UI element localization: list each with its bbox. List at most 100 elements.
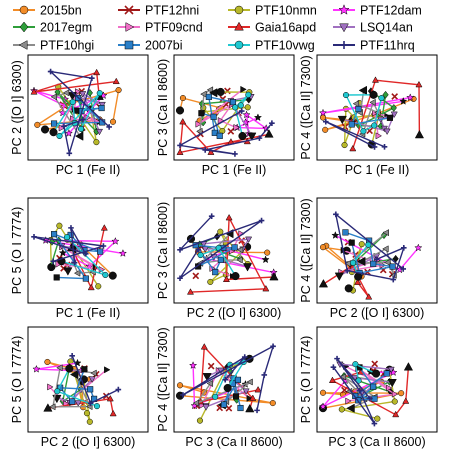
- data-point: [247, 132, 257, 142]
- y-axis-label: PC 3 (Ca II 8600): [156, 59, 170, 156]
- data-point: [217, 228, 224, 235]
- data-point: [357, 256, 366, 267]
- legend-entry-ptf09cnd: PTF09cnd: [118, 21, 203, 35]
- data-point: [74, 131, 84, 141]
- data-point: [370, 260, 377, 267]
- y-axis-label: PC 5 (O I 7774): [10, 336, 24, 424]
- y-axis-label: PC 4 ([Ca II] 7300): [299, 198, 313, 302]
- panel-4: PC 1 (Fe II) PC 5 (O I 7774): [10, 197, 149, 320]
- legend-entry-ptf10nmn: PTF10nmn: [228, 4, 317, 18]
- data-point: [115, 87, 122, 94]
- legend-entry-2007bi: 2007bi: [118, 39, 183, 53]
- data-point: [71, 259, 78, 266]
- data-point: [344, 284, 353, 293]
- legend-label: PTF10vwg: [255, 39, 315, 53]
- series-ptf11hrq: [180, 343, 276, 414]
- data-point: [392, 410, 400, 418]
- data-point: [93, 403, 101, 410]
- panel-6: PC 2 ([O I] 6300) PC 4 ([Ca II] 7300): [299, 197, 438, 320]
- data-point: [231, 244, 238, 251]
- data-point: [81, 366, 88, 373]
- series-ptf12dam: [318, 93, 415, 117]
- series-ptf10vwg: [57, 234, 109, 279]
- data-point: [212, 269, 219, 276]
- series-line: [33, 227, 104, 263]
- data-point: [352, 100, 360, 108]
- series-ptf10vwg: [54, 364, 101, 410]
- y-axis-label: PC 3 (Ca II 8600): [156, 202, 170, 299]
- series-ptf11hrq: [31, 225, 107, 266]
- data-point: [269, 120, 275, 126]
- data-point: [195, 120, 202, 128]
- series-ptf11hrq: [177, 108, 275, 157]
- x-axis-label: PC 1 (Fe II): [345, 163, 410, 177]
- data-point: [197, 252, 204, 259]
- series-line: [72, 92, 103, 132]
- data-point: [109, 118, 117, 125]
- data-point: [390, 111, 398, 119]
- series-ptf11hrq: [330, 355, 378, 427]
- series-line: [345, 231, 393, 274]
- data-point: [208, 213, 215, 219]
- data-point: [398, 390, 405, 397]
- series-lsq14an: [202, 367, 250, 411]
- data-point: [216, 132, 223, 139]
- data-point: [177, 142, 183, 149]
- legend-entry-ptf11hrq: PTF11hrq: [333, 39, 415, 53]
- data-point: [217, 256, 224, 263]
- legend-marker-ptf10hgi: [18, 40, 28, 50]
- data-point: [74, 400, 82, 407]
- series-ptf11hrq: [333, 211, 407, 283]
- data-point: [222, 376, 229, 383]
- data-point: [356, 387, 363, 394]
- data-point: [73, 269, 81, 277]
- data-point: [391, 390, 399, 398]
- data-point: [236, 256, 243, 264]
- data-point: [258, 217, 265, 224]
- panel-7: PC 2 ([O I] 6300) PC 5 (O I 7774): [10, 326, 149, 449]
- series-2007bi: [198, 93, 237, 139]
- data-point: [264, 249, 271, 256]
- data-point: [232, 151, 238, 157]
- data-point: [400, 266, 407, 272]
- panel-content: [175, 85, 275, 157]
- legend-label: 2015bn: [40, 4, 82, 18]
- data-point: [339, 373, 347, 381]
- legend-marker-ptf12hni: [124, 5, 134, 15]
- data-point: [242, 263, 253, 272]
- data-point: [245, 403, 255, 413]
- data-point: [342, 229, 349, 236]
- data-point: [318, 402, 328, 411]
- legend: 2015bn PTF12hni PTF10nmn PTF12dam 2017egm PTF…: [13, 4, 422, 53]
- series-2007bi: [220, 375, 244, 412]
- data-point: [69, 98, 76, 106]
- series-line: [177, 110, 273, 155]
- series-lsq14an: [337, 111, 398, 136]
- data-point: [358, 85, 367, 96]
- data-point: [345, 397, 352, 405]
- legend-label: PTF12dam: [360, 4, 422, 18]
- legend-label: PTF10nmn: [255, 4, 317, 18]
- data-point: [354, 272, 363, 281]
- data-point: [208, 88, 218, 98]
- panel-content: [177, 213, 279, 295]
- data-point: [179, 117, 187, 125]
- data-point: [40, 125, 50, 134]
- data-point: [118, 249, 128, 257]
- panel-content: [318, 76, 425, 152]
- data-point: [96, 90, 103, 97]
- data-point: [175, 391, 185, 400]
- data-point: [87, 400, 94, 407]
- legend-entry-2017egm: 2017egm: [13, 21, 92, 35]
- data-point: [89, 75, 95, 81]
- data-point: [198, 110, 205, 117]
- data-point: [378, 95, 385, 102]
- data-point: [111, 236, 120, 245]
- data-point: [341, 141, 348, 149]
- x-axis-label: PC 2 ([O I] 6300): [330, 306, 424, 320]
- legend-label: 2007bi: [145, 39, 183, 53]
- data-point: [65, 364, 74, 373]
- data-point: [80, 116, 86, 123]
- data-point: [387, 379, 397, 388]
- data-point: [233, 124, 240, 132]
